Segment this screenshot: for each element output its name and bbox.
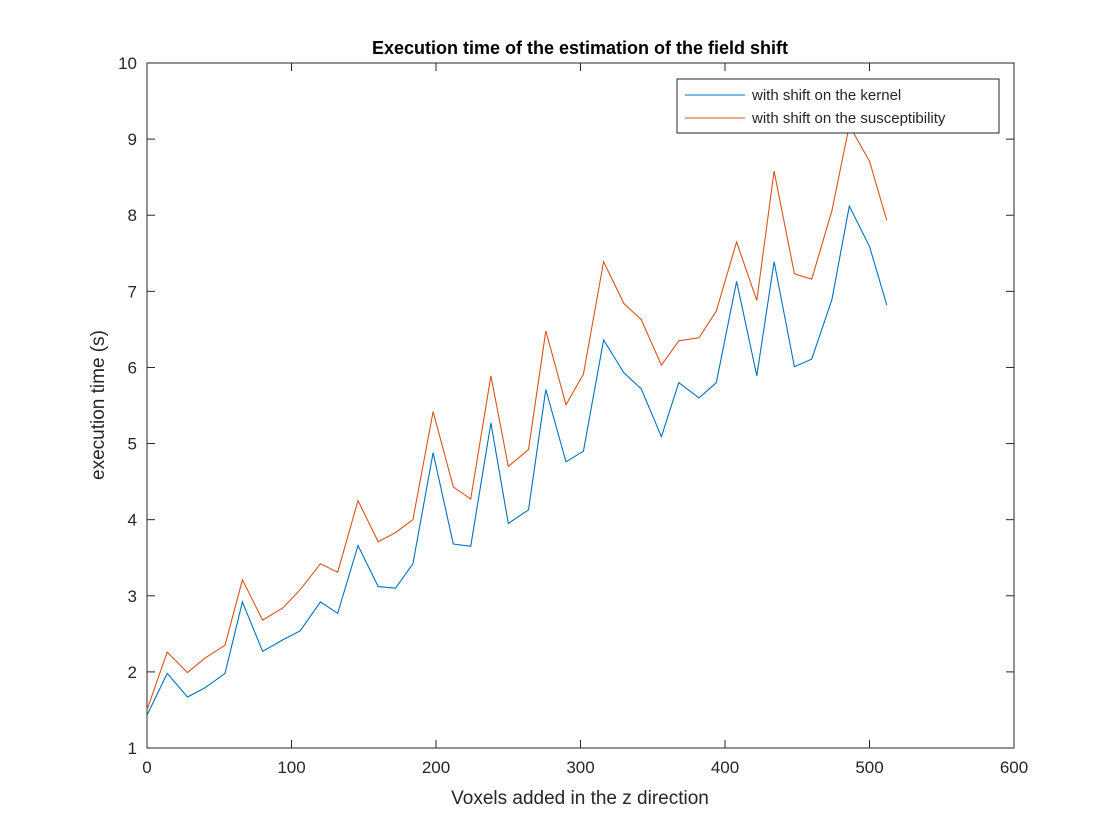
x-axis-label: Voxels added in the z direction: [451, 788, 709, 809]
x-tick-label: 200: [422, 758, 450, 777]
y-tick-label: 4: [128, 511, 137, 530]
y-tick-label: 1: [128, 739, 137, 758]
legend-entry: with shift on the kernel: [751, 87, 901, 104]
x-tick-label: 500: [855, 758, 883, 777]
tick-group: 0 100 200 300 400 500 600 1 2 3 4 5 6 7 8 9 10: [118, 54, 1028, 777]
legend-box: [676, 78, 1000, 134]
x-tick-label: 300: [566, 758, 594, 777]
x-tick-label: 400: [711, 758, 739, 777]
y-tick-label: 3: [128, 587, 137, 606]
y-tick-label: 10: [118, 54, 137, 73]
legend-entry: with shift on the susceptibility: [751, 110, 946, 127]
y-tick-label: 9: [128, 130, 137, 149]
series-group: [146, 123, 888, 716]
series-line-susceptibility: [146, 123, 888, 711]
y-tick-label: 5: [128, 435, 137, 454]
x-tick-label: 100: [277, 758, 305, 777]
y-tick-label: 2: [128, 663, 137, 682]
series-line-kernel: [146, 204, 888, 716]
chart-title: Execution time of the estimation of the …: [372, 38, 788, 58]
y-tick-label: 6: [128, 358, 137, 377]
legend: with shift on the kernel with shift on th…: [676, 78, 1000, 134]
x-tick-label: 0: [142, 758, 151, 777]
y-tick-label: 7: [128, 282, 137, 301]
y-axis-label: execution time (s): [88, 330, 109, 480]
y-tick-label: 8: [128, 206, 137, 225]
x-tick-label: 600: [1000, 758, 1028, 777]
plot-area: [146, 62, 1015, 749]
